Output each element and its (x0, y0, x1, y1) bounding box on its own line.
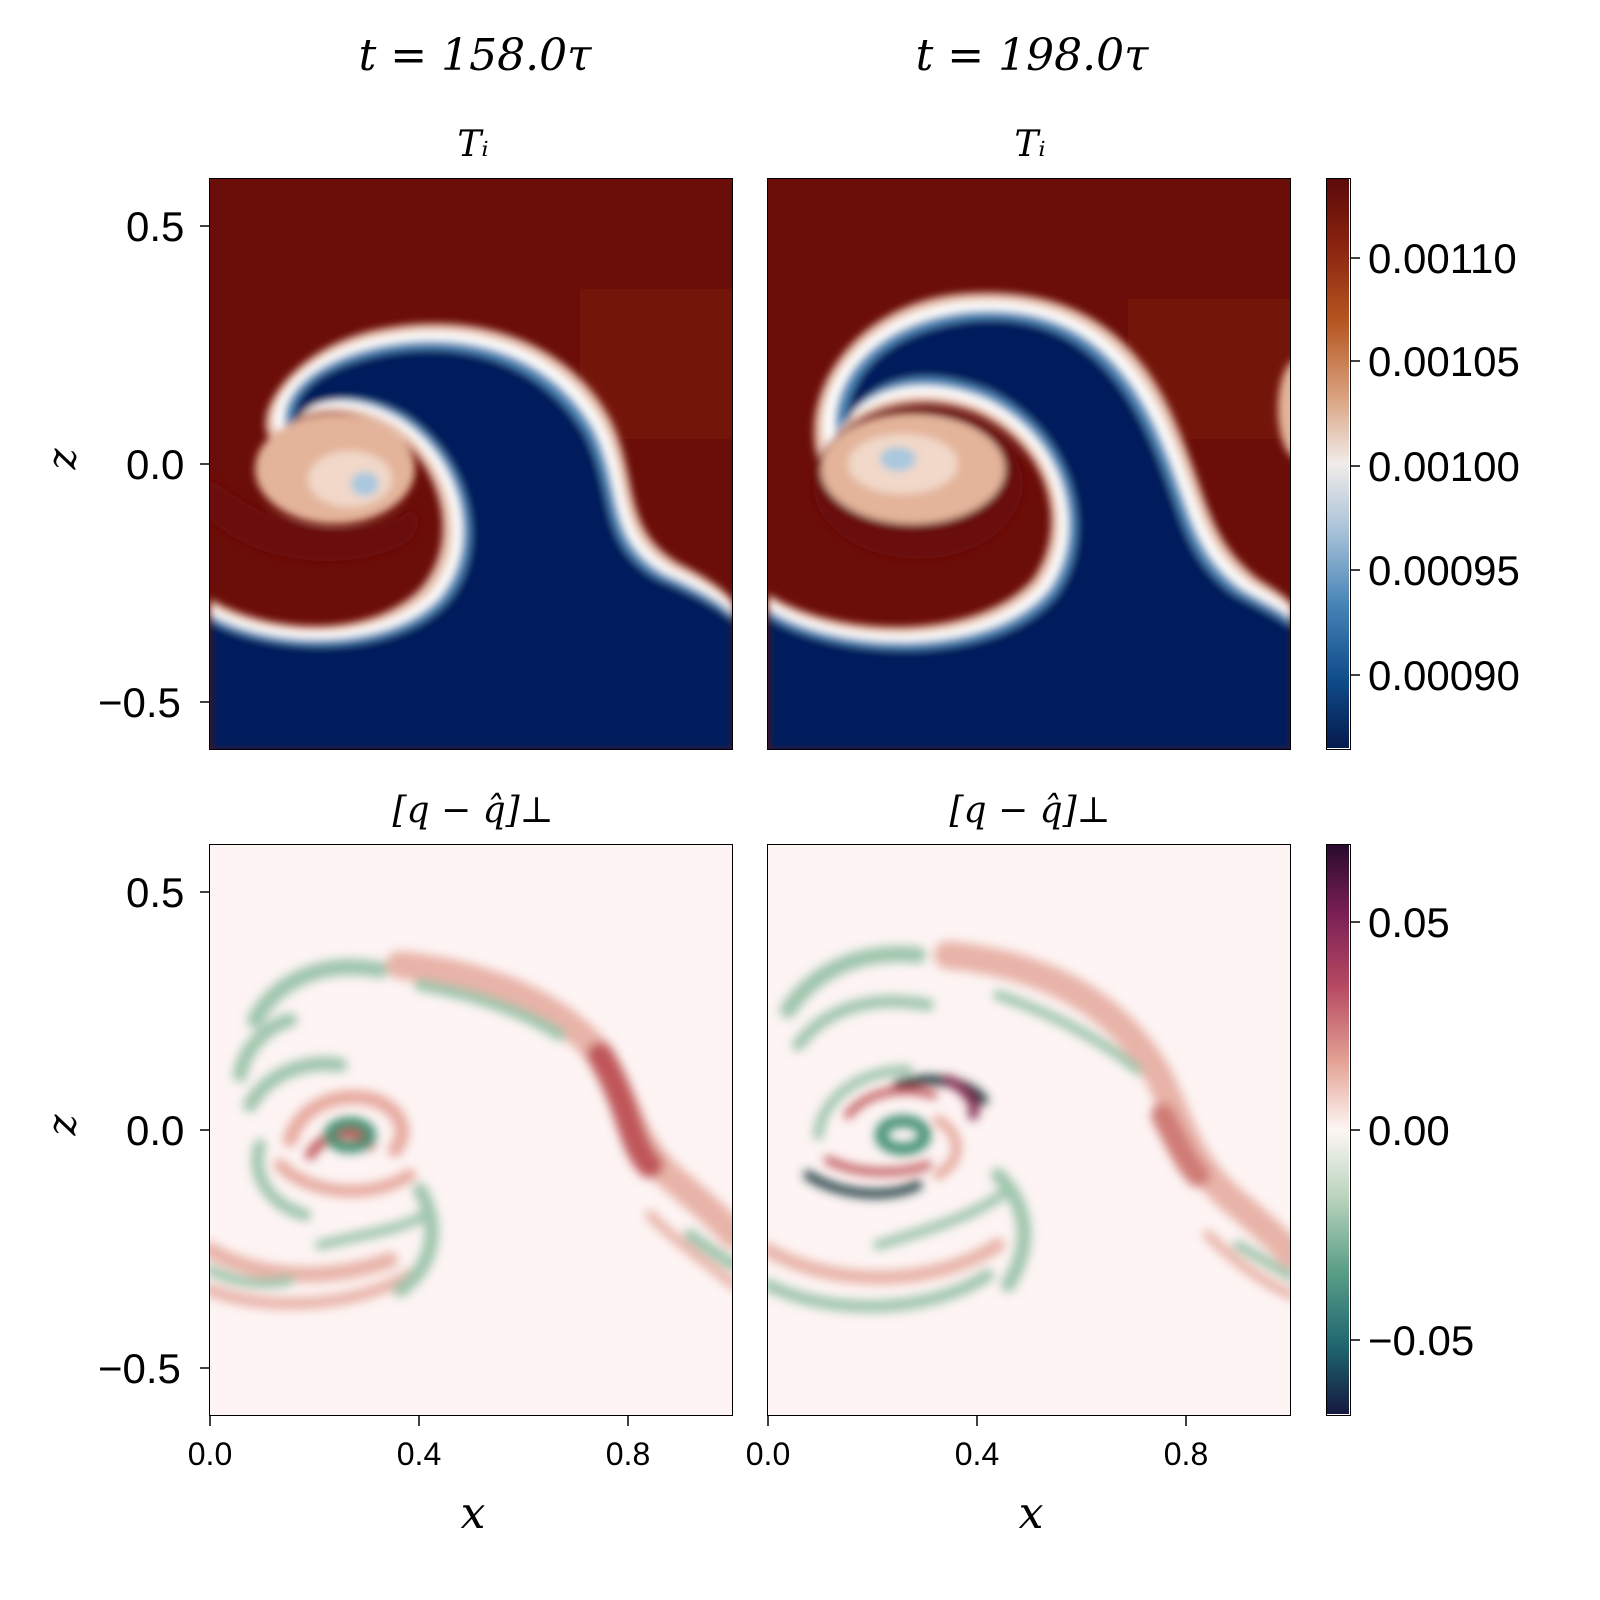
cbar-ti-tick-1: 0.00105 (1368, 338, 1520, 385)
column-title-right: t = 198.0τ (915, 30, 1149, 81)
xtick-left-0.8: 0.8 (605, 1436, 651, 1472)
ytick-top-0.0: 0.0 (126, 441, 185, 488)
xlabel-left: x (460, 1488, 486, 1539)
ytick-marks (200, 225, 210, 1369)
cbar-q-tick-2: −0.05 (1368, 1317, 1475, 1364)
colorbar-ti (1326, 178, 1351, 750)
ytick-bottom-0.0: 0.0 (126, 1107, 185, 1154)
column-title-left: t = 158.0τ (358, 30, 592, 81)
ylabel-top: z (39, 448, 86, 470)
ytick-top-0.5: 0.5 (126, 203, 185, 250)
xtick-marks (209, 1416, 1187, 1426)
xtick-right-0.4: 0.4 (954, 1436, 1000, 1472)
heatmap-q-198 (767, 844, 1291, 1416)
ytick-bottom-neg0.5: −0.5 (98, 1345, 181, 1392)
ytick-bottom-0.5: 0.5 (126, 869, 185, 916)
heatmap-ti-198 (767, 178, 1291, 750)
cbar-ti-tick-4: 0.00090 (1368, 652, 1520, 699)
colorbar-ti-ticks (1350, 257, 1360, 676)
cbar-ti-tick-3: 0.00095 (1368, 547, 1520, 594)
colorbar-q (1326, 844, 1351, 1416)
cbar-ti-tick-0: 0.00110 (1368, 235, 1517, 282)
xtick-right-0.0: 0.0 (745, 1436, 791, 1472)
cbar-q-tick-0: 0.05 (1368, 899, 1450, 946)
heatmap-q-158 (209, 844, 733, 1416)
heatmap-ti-158 (209, 178, 733, 750)
panel-title-q-left: [q − q̂]⊥ (392, 790, 554, 831)
panel-title-ti-left: Tᵢ (457, 124, 489, 165)
xtick-left-0.0: 0.0 (187, 1436, 233, 1472)
xtick-left-0.4: 0.4 (396, 1436, 442, 1472)
xtick-right-0.8: 0.8 (1163, 1436, 1209, 1472)
cbar-ti-tick-2: 0.00100 (1368, 443, 1520, 490)
ylabel-bottom: z (39, 1114, 86, 1136)
xlabel-right: x (1018, 1488, 1044, 1539)
panel-title-q-right: [q − q̂]⊥ (949, 790, 1111, 831)
cbar-q-tick-1: 0.00 (1368, 1107, 1450, 1154)
ytick-top-neg0.5: −0.5 (98, 679, 181, 726)
colorbar-q-ticks (1350, 921, 1360, 1341)
panel-title-ti-right: Tᵢ (1014, 124, 1046, 165)
